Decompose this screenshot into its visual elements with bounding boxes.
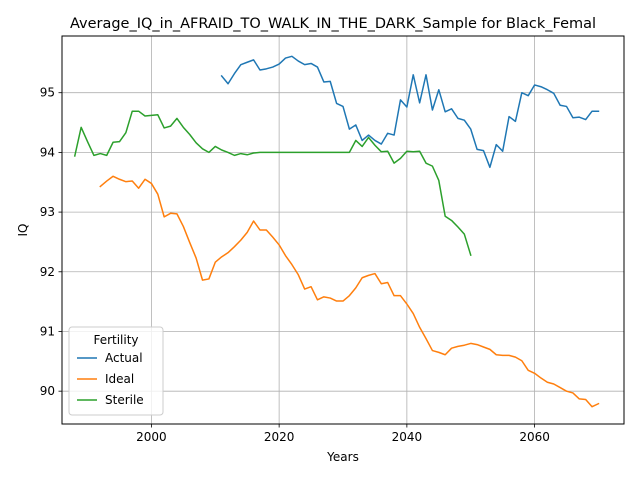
legend-title: Fertility [93,333,138,347]
x-tick-label: 2040 [392,430,423,444]
legend-label-ideal: Ideal [105,372,134,386]
legend-items: Actual Ideal Sterile [77,351,144,407]
y-axis-label: IQ [16,224,30,237]
x-tick-label: 2000 [136,430,167,444]
y-tick-label: 92 [40,265,55,279]
y-tick-label: 95 [40,86,55,100]
y-tick-label: 91 [40,324,55,338]
axis-ticks: 2000 2020 2040 2060 90 91 92 93 94 95 [40,86,550,444]
series-line-actual [220,55,600,169]
y-tick-label: 90 [40,384,55,398]
series-lines [73,55,600,408]
y-tick-label: 93 [40,205,55,219]
x-tick-label: 2020 [264,430,295,444]
legend-box [68,326,164,416]
series-line-sterile [73,110,472,257]
legend-label-sterile: Sterile [105,393,144,407]
x-axis-label: Years [326,450,359,464]
legend-label-actual: Actual [105,351,143,365]
legend: Fertility Actual Ideal Sterile [68,326,164,416]
x-tick-label: 2060 [519,430,550,444]
plot-frame [61,35,625,425]
chart-title: Average_IQ_in_AFRAID_TO_WALK_IN_THE_DARK… [70,16,596,32]
y-tick-label: 94 [40,145,55,159]
series-line-ideal [99,175,600,408]
